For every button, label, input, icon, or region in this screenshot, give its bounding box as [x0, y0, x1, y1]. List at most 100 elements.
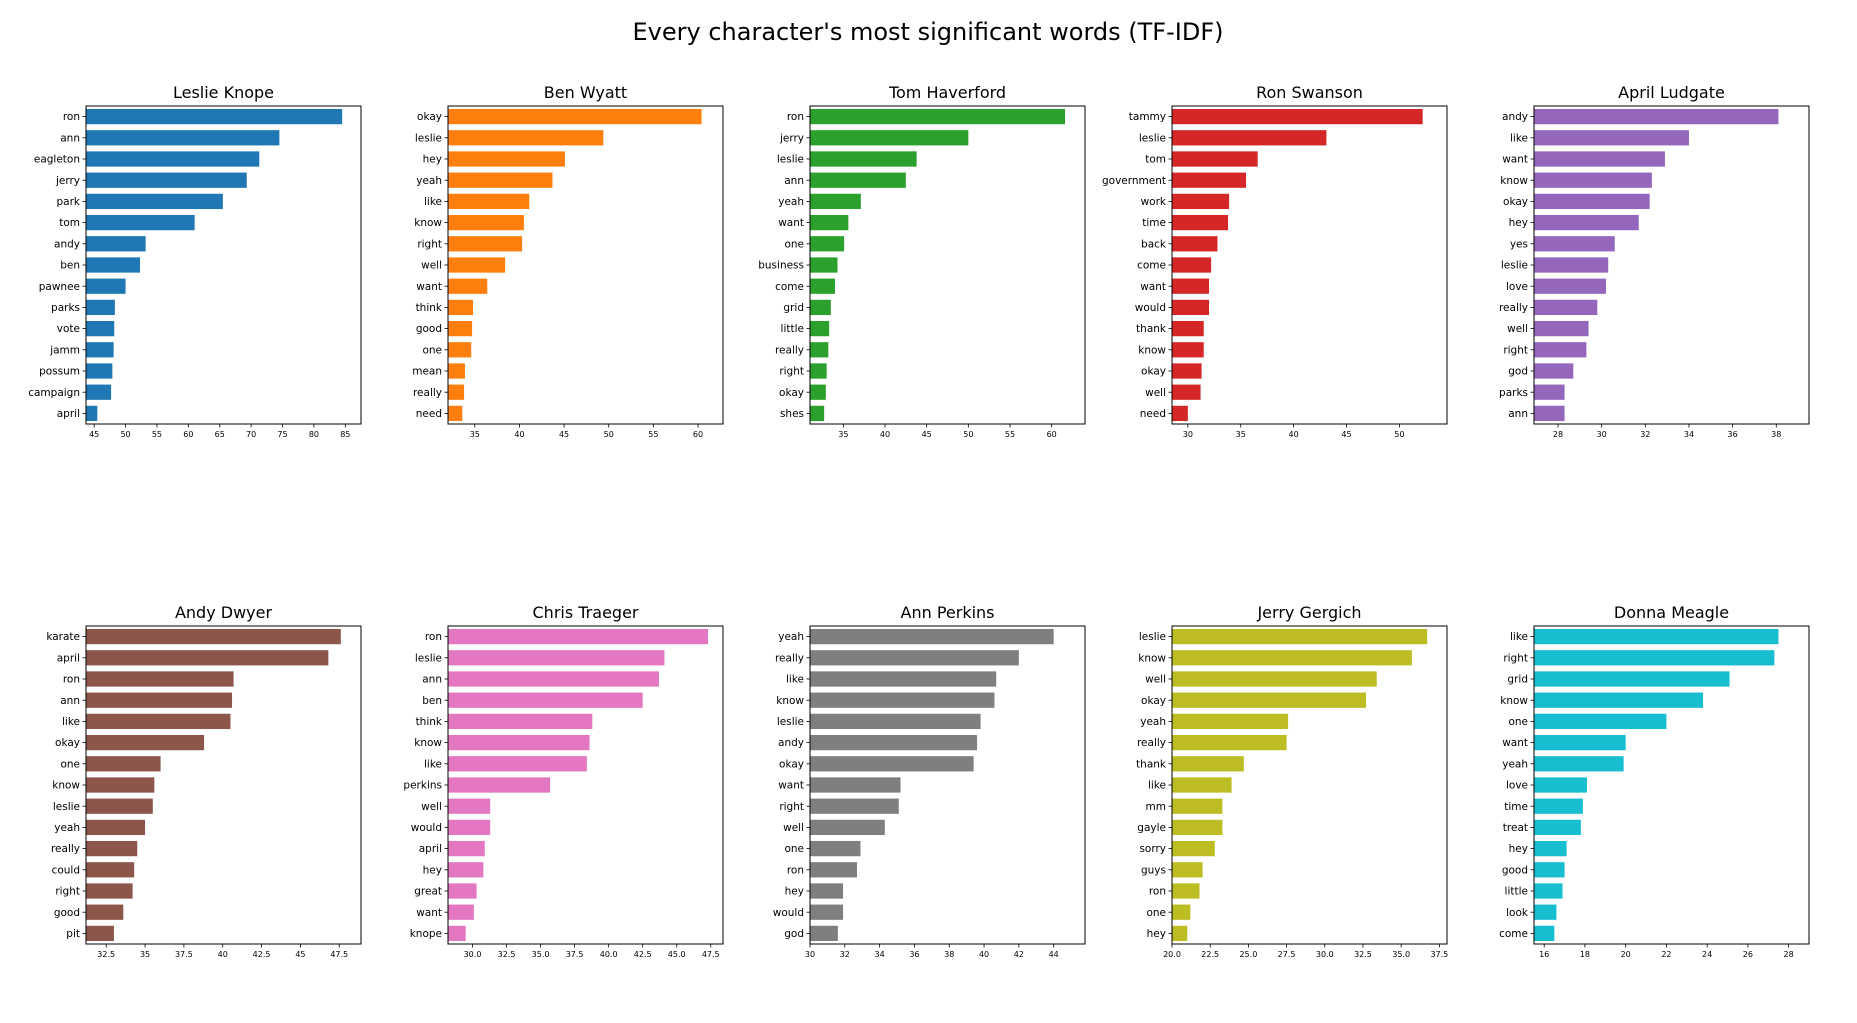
x-tick-label: 55	[648, 430, 658, 439]
axes-frame	[1533, 105, 1810, 425]
bar-gayle	[1172, 819, 1223, 836]
bar-god	[1534, 363, 1574, 379]
y-tick-label: come	[1137, 260, 1166, 272]
panel-ben-wyatt: Ben Wyatt okay leslie hey yeah like know right w…	[412, 83, 724, 439]
bar-one	[810, 236, 845, 252]
axes-frame	[809, 625, 1086, 945]
x-tick-label: 32.5	[97, 950, 115, 959]
x-tick-label: 24	[1702, 950, 1712, 959]
bar-yeah	[810, 628, 1054, 645]
bar-need	[1172, 405, 1188, 422]
y-tick-label: really	[1499, 302, 1528, 314]
y-tick-label: ann	[1508, 408, 1528, 420]
y-tick-label: well	[421, 260, 442, 272]
x-tick-label: 40.0	[600, 950, 618, 959]
y-tick-label: leslie	[1501, 260, 1528, 272]
y-tick-label: could	[52, 864, 80, 876]
x-tick-label: 32.5	[498, 950, 516, 959]
bar-hey	[448, 862, 484, 878]
y-tick-label: ben	[60, 260, 80, 272]
x-tick-label: 37.5	[175, 950, 193, 959]
x-tick-label: 65	[215, 430, 225, 439]
y-tick-label: ann	[60, 695, 80, 707]
bar-andy	[810, 734, 978, 751]
bar-like	[1172, 777, 1232, 793]
bar-yeah	[86, 819, 146, 836]
x-tick-label: 30	[1597, 430, 1607, 439]
bar-like	[86, 713, 231, 730]
bar-need	[448, 405, 463, 422]
y-tick-label: hey	[423, 154, 442, 166]
bar-hey	[1534, 214, 1639, 231]
bar-yes	[1534, 236, 1615, 252]
y-tick-label: would	[411, 822, 442, 834]
bar-know	[1534, 692, 1704, 708]
bar-little	[810, 320, 830, 337]
y-tick-label: ron	[425, 631, 442, 643]
bar-ron	[1172, 883, 1200, 899]
y-tick-label: want	[778, 780, 804, 792]
panel-ann-perkins: Ann Perkins yeah really like know leslie andy o…	[773, 603, 1086, 959]
y-tick-label: okay	[779, 387, 804, 399]
y-tick-label: one	[1146, 907, 1166, 919]
y-tick-label: ron	[63, 674, 80, 686]
bar-really	[86, 840, 138, 857]
bar-shes	[810, 405, 825, 422]
y-tick-label: look	[1506, 907, 1529, 919]
bar-one	[1172, 904, 1191, 920]
bar-yeah	[1172, 713, 1289, 730]
y-tick-label: back	[1141, 238, 1167, 250]
y-tick-label: know	[1138, 652, 1166, 664]
y-tick-label: yes	[1510, 238, 1528, 250]
bar-ron	[810, 108, 1065, 125]
y-tick-label: know	[1500, 175, 1528, 187]
bar-well	[1534, 320, 1589, 337]
x-tick-label: 38	[1771, 430, 1781, 439]
y-tick-label: tom	[1145, 154, 1166, 166]
y-tick-label: well	[421, 801, 442, 813]
y-tick-label: ron	[787, 864, 804, 876]
y-tick-label: like	[1510, 631, 1528, 643]
bar-god	[810, 925, 838, 942]
y-tick-label: okay	[779, 758, 804, 770]
y-tick-label: vote	[57, 323, 80, 335]
bar-parks	[1534, 384, 1565, 400]
bar-great	[448, 883, 477, 899]
bar-yeah	[448, 172, 553, 188]
bar-come	[810, 278, 835, 294]
bar-thank	[1172, 756, 1244, 772]
x-tick-label: 37.5	[566, 950, 584, 959]
y-tick-label: want	[416, 907, 442, 919]
x-tick-label: 45	[922, 430, 932, 439]
y-tick-label: campaign	[28, 387, 80, 399]
bar-right	[810, 363, 827, 379]
bar-would	[448, 819, 491, 836]
y-tick-label: really	[1137, 737, 1166, 749]
bar-time	[1172, 214, 1229, 231]
bar-leslie	[86, 798, 153, 814]
y-tick-label: ron	[787, 111, 804, 123]
bar-come	[1534, 925, 1555, 942]
y-tick-label: leslie	[1139, 631, 1166, 643]
bar-possum	[86, 363, 113, 379]
bar-like	[810, 671, 997, 687]
y-tick-label: karate	[46, 631, 80, 643]
y-tick-label: sorry	[1139, 843, 1166, 855]
y-tick-label: know	[414, 737, 442, 749]
y-tick-label: want	[778, 217, 804, 229]
x-tick-label: 45	[89, 430, 99, 439]
panel-title: Chris Traeger	[533, 603, 639, 622]
bar-grid	[810, 299, 831, 316]
bar-want	[810, 214, 849, 231]
y-tick-label: right	[1503, 344, 1528, 356]
y-tick-label: okay	[417, 111, 442, 123]
y-tick-label: thank	[1136, 323, 1167, 335]
x-tick-label: 28	[1784, 950, 1794, 959]
y-tick-label: want	[416, 281, 442, 293]
bar-ron	[86, 671, 234, 687]
bar-know	[448, 734, 590, 751]
y-tick-label: come	[1499, 928, 1528, 940]
bar-ann	[86, 692, 233, 708]
y-tick-label: eagleton	[34, 154, 80, 166]
bar-eagleton	[86, 151, 260, 167]
